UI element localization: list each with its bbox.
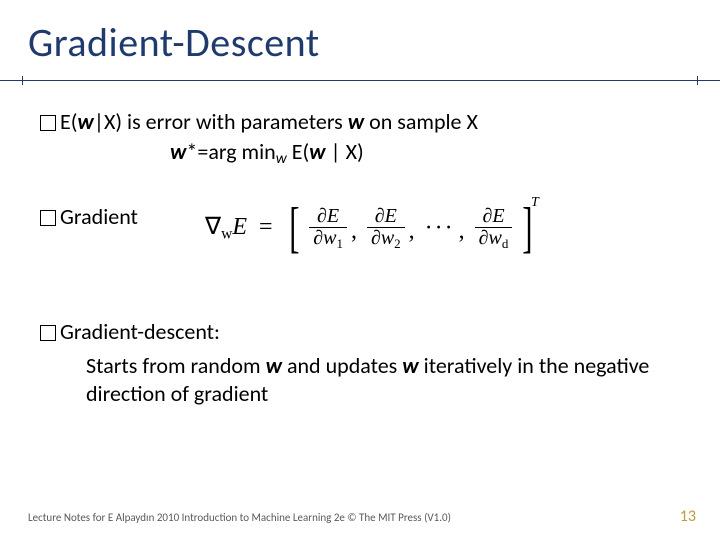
- slide: Gradient-Descent E(w|X) is error with pa…: [0, 0, 720, 540]
- text-fragment: and updates: [282, 352, 402, 379]
- gradient-label: Gradient: [60, 203, 138, 230]
- equals-sign: =: [259, 214, 273, 240]
- left-bracket: [: [289, 200, 299, 256]
- argmin-line: w*=arg minw E(w | X): [170, 138, 364, 169]
- text-fragment: | X): [326, 138, 364, 165]
- gradient-descent-label: Gradient-descent:: [60, 318, 220, 345]
- underline-tick-right: [697, 76, 698, 85]
- partial-term-2: ∂E ∂w2: [367, 206, 405, 251]
- bracket-content: ∂E ∂w1 , ∂E ∂w2 , ··· , ∂E ∂wd: [309, 206, 512, 251]
- gradient-descent-label-line: Gradient-descent:: [40, 318, 220, 347]
- title-underline: [0, 72, 720, 92]
- bullet-icon: [40, 325, 56, 341]
- nabla-symbol: ∇: [205, 214, 221, 240]
- partial-term-1: ∂E ∂w1: [309, 206, 347, 251]
- text-fragment: |X) is error with parameters: [94, 108, 348, 135]
- comma: ,: [351, 218, 357, 245]
- gradient-formula: ∇wE = [ ∂E ∂w1 , ∂E ∂w2 , ··· , ∂E ∂wd ]…: [205, 195, 539, 256]
- gradient-descent-description: Starts from random w and updates w itera…: [86, 352, 680, 407]
- var-w: w: [348, 108, 364, 135]
- subscript-w: w: [276, 149, 287, 168]
- gradient-label-line: Gradient: [40, 203, 138, 232]
- var-w: w: [77, 108, 93, 135]
- right-bracket: ]: [523, 200, 533, 256]
- var-w: w: [309, 138, 325, 165]
- text-fragment: Starts from random: [86, 352, 266, 379]
- page-number: 13: [680, 507, 696, 526]
- page-title: Gradient-Descent: [28, 18, 320, 67]
- subscript-w: w: [221, 214, 232, 240]
- var-w: w: [266, 352, 282, 379]
- text-fragment: E(: [287, 138, 309, 165]
- var-w: w: [402, 352, 418, 379]
- text-fragment: *=arg min: [186, 138, 275, 165]
- comma: ,: [459, 218, 465, 245]
- var-w: w: [170, 138, 186, 165]
- var-E: E: [232, 214, 247, 240]
- error-definition-line: E(w|X) is error with parameters w on sam…: [40, 108, 478, 137]
- text-fragment: on sample X: [364, 108, 478, 135]
- underline-main: [0, 80, 720, 81]
- partial-term-d: ∂E ∂wd: [475, 206, 513, 251]
- text-fragment: E(: [60, 108, 77, 135]
- ellipsis: ···: [425, 215, 455, 242]
- bullet-icon: [40, 115, 56, 131]
- comma: ,: [409, 218, 415, 245]
- bullet-icon: [40, 210, 56, 226]
- footer-citation: Lecture Notes for E Alpaydın 2010 Introd…: [28, 511, 451, 524]
